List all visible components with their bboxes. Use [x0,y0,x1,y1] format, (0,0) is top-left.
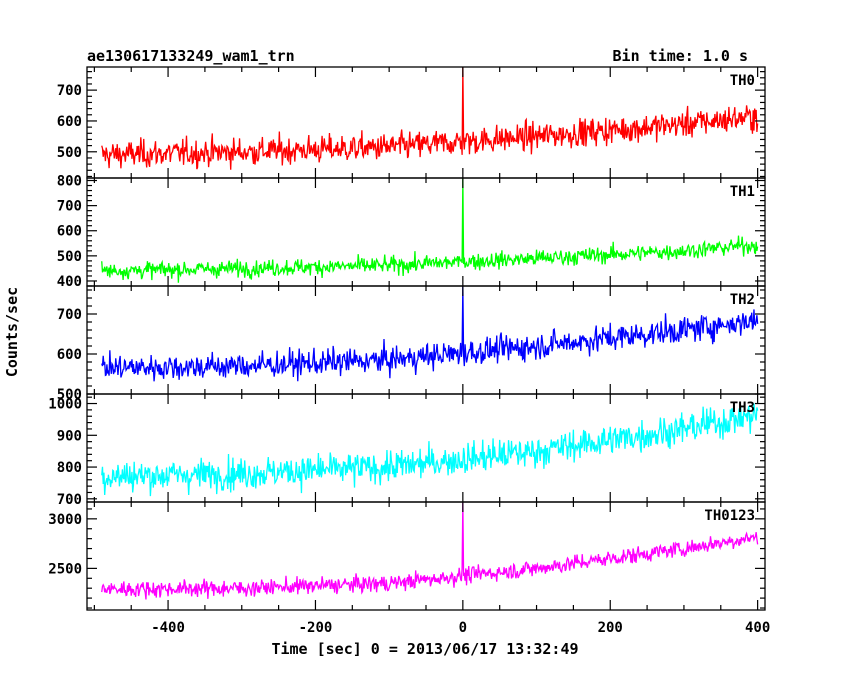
panel-label-th0123: TH0123 [704,508,755,524]
data-traces [101,67,759,600]
x-tick-label: 0 [459,620,467,636]
y-tick-label: 500 [57,145,82,161]
y-tick-label: 800 [57,174,82,190]
panel-label-th3: TH3 [730,400,755,416]
y-tick-label: 3000 [48,512,82,528]
y-tick-label: 700 [57,83,82,99]
panel-label-th0: TH0 [730,73,755,89]
series-line-th1 [101,178,759,283]
chart-title: ae130617133249_wam1_trn [87,47,295,65]
axis-labels: TH0 500 600 700 TH1 400 500 600 700 800 TH2 500 600 7… [48,73,770,636]
y-axis-label: Counts/sec [3,287,21,377]
bin-time-label: Bin time: 1.0 s [613,47,748,65]
y-tick-label: 600 [57,224,82,240]
panel-label-th2: TH2 [730,292,755,308]
panel-label-th1: TH1 [730,184,755,200]
x-tick-label: -200 [299,620,333,636]
x-tick-label: -400 [151,620,185,636]
y-tick-label: 500 [57,249,82,265]
series-line-th2 [101,286,759,382]
series-line-th3 [101,403,759,497]
y-tick-label: 700 [57,492,82,508]
y-tick-label: 700 [57,307,82,323]
x-tick-label: 400 [745,620,770,636]
y-tick-label: 600 [57,114,82,130]
y-tick-label: 900 [57,428,82,444]
y-tick-label: 500 [57,387,82,403]
y-tick-label: 700 [57,199,82,215]
x-tick-label: 200 [598,620,623,636]
panel-frame-th0123 [86,501,766,611]
y-tick-label: 1000 [48,397,82,413]
series-line-th0 [101,67,759,170]
x-axis-label: Time [sec] 0 = 2013/06/17 13:32:49 [271,640,578,658]
series-line-th0123 [101,502,759,600]
axis-ticks [87,67,765,610]
y-tick-label: 800 [57,460,82,476]
y-tick-label: 2500 [48,561,82,577]
y-tick-label: 400 [57,274,82,290]
y-tick-label: 600 [57,347,82,363]
